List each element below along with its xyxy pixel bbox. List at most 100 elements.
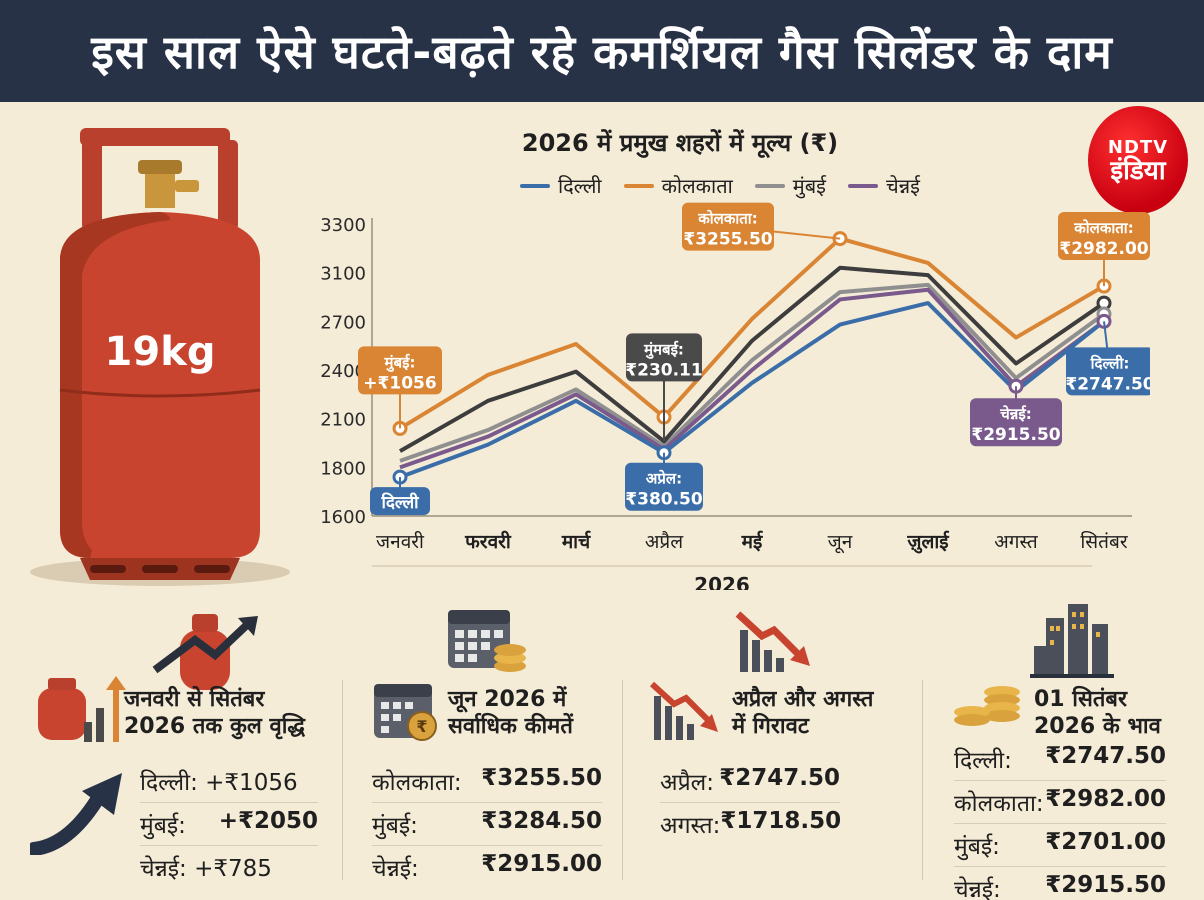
x-tick-label: अप्रैल <box>645 530 684 553</box>
list-item: मुंबई: +₹2050 <box>140 803 318 846</box>
growth-panel-heading: जनवरी से सितंबर 2026 तक कुल वृद्धि <box>124 686 305 740</box>
list-item: दिल्ली: ₹2747.50 <box>954 738 1166 781</box>
callout-value: ₹230.11 <box>625 360 702 380</box>
gas-cylinder-icon: 19kg <box>30 128 290 586</box>
callout-label: चेन्नई: <box>999 405 1031 423</box>
drop-row-value: ₹2747.50 <box>719 765 840 791</box>
cylinder-weight-label: 19kg <box>105 329 216 375</box>
growth-row-value: +₹2050 <box>218 808 318 834</box>
callout-box <box>970 398 1062 447</box>
legend-swatch-chennai <box>848 183 878 188</box>
peak-row-label: कोलकाता: <box>372 770 462 796</box>
current-row-value: ₹2915.50 <box>1045 872 1166 898</box>
legend-swatch-kolkata <box>623 183 654 188</box>
current-list: दिल्ली: ₹2747.50 कोलकाता: ₹2982.00 मुंबई: ₹… <box>954 738 1166 900</box>
current-row-value: ₹2747.50 <box>1045 743 1166 769</box>
callout-label: अप्रेल: <box>646 470 682 488</box>
peak-panel-title-line1: जून 2026 में <box>448 687 567 712</box>
current-row-value: ₹2982.00 <box>1045 786 1166 812</box>
drop-panel-heading: अप्रैल और अगस्त में गिरावट <box>732 686 873 740</box>
callout-label: दिल्ली <box>380 492 419 513</box>
current-panel-title-line1: 01 सितंबर <box>1034 687 1127 712</box>
x-tick-label: जनवरी <box>376 530 425 553</box>
current-row-label: मुंबई: <box>954 834 1000 860</box>
series-line <box>399 287 1106 470</box>
panel-divider <box>622 680 623 880</box>
peak-list: कोलकाता: ₹3255.50 मुंबई: ₹3284.50 चेन्नई: ₹… <box>372 760 602 888</box>
callout-value: ₹2747.50 <box>1065 374 1150 394</box>
panel-divider <box>342 680 343 880</box>
gas-cylinder-illustration: 19kg <box>20 110 310 590</box>
peak-row-label: चेन्नई: <box>372 856 419 882</box>
current-row-label: दिल्ली: <box>954 748 1012 774</box>
x-tick-label: ज़ुलाई <box>906 530 949 554</box>
legend-item-chennai: चेन्नई <box>848 172 920 199</box>
series-line <box>399 265 1106 453</box>
series-line <box>398 236 1106 431</box>
series-line <box>399 301 1106 479</box>
falling-chart-icon <box>649 611 810 740</box>
callout-value: ₹2982.00 <box>1059 239 1148 259</box>
list-item: चेन्नई: +₹785 <box>140 846 318 888</box>
legend-item-mumbai: मुंबई <box>754 172 826 199</box>
callout-label: मुंमबई: <box>643 340 684 359</box>
drop-list: अप्रैल: ₹2747.50 अगस्त: ₹1718.50 <box>660 760 841 845</box>
up-arrow-icon <box>30 773 122 855</box>
logo-line1: NDTV <box>1107 136 1169 158</box>
drop-panel-title-line2: में गिरावट <box>732 714 809 739</box>
callout-box <box>682 202 774 251</box>
calendar-icon: ₹ <box>374 610 526 741</box>
list-item: दिल्ली: +₹1056 <box>140 760 318 803</box>
series-line <box>399 282 1106 463</box>
panel-current-prices: 01 सितंबर 2026 के भाव दिल्ली: ₹2747.50 को… <box>946 600 1176 900</box>
list-item: मुंबई: ₹2701.00 <box>954 824 1166 867</box>
chart-title: 2026 में प्रमुख शहरों में मूल्य (₹) <box>521 129 839 157</box>
callout-value: ₹2915.50 <box>971 425 1060 445</box>
x-tick-label: मार्च <box>561 530 591 553</box>
x-tick-label: मई <box>741 530 764 553</box>
growth-row-label: मुंबई: <box>140 813 186 839</box>
peak-row-value: ₹3255.50 <box>481 765 602 791</box>
growth-chart-icon <box>38 614 258 742</box>
drop-panel-title-line1: अप्रैल और अगस्त <box>732 687 874 712</box>
growth-list: दिल्ली: +₹1056 मुंबई: +₹2050 चेन्नई: +₹78… <box>140 760 318 888</box>
list-item: चेन्नई: ₹2915.50 <box>954 867 1166 900</box>
drop-row-label: अप्रैल: <box>660 770 715 796</box>
list-item: कोलकाता: ₹2982.00 <box>954 781 1166 824</box>
current-row-label: कोलकाता: <box>954 791 1044 817</box>
callout-box <box>625 462 703 511</box>
legend-item-delhi: दिल्ली <box>520 172 602 199</box>
callout-box <box>358 346 442 395</box>
y-tick-label: 1800 <box>320 458 366 479</box>
y-tick-label: 1600 <box>320 507 366 528</box>
x-tick-label: फरवरी <box>464 530 512 553</box>
callout-label: कोलकाता: <box>1073 219 1133 237</box>
line-chart: 3300 3100 2700 2400 2100 1800 1600 जनवरी फरवरी मा… <box>320 202 1150 590</box>
list-item: मुंबई: ₹3284.50 <box>372 803 602 846</box>
legend-label-kolkata: कोलकाता <box>661 174 733 198</box>
panel-divider <box>922 680 923 880</box>
y-tick-label: 2400 <box>320 361 366 382</box>
y-tick-label: 2700 <box>320 312 366 333</box>
list-item: कोलकाता: ₹3255.50 <box>372 760 602 803</box>
peak-panel-title-line2: सर्वाधिक कीमतें <box>448 714 573 739</box>
y-tick-label: 2100 <box>320 410 366 431</box>
x-tick-label: सितंबर <box>1080 530 1128 553</box>
page-header: इस साल ऐसे घटते-बढ़ते रहे कमर्शियल गैस स… <box>0 0 1204 102</box>
callout-value: +₹1056 <box>363 373 436 393</box>
peak-row-value: ₹3284.50 <box>481 808 602 834</box>
list-item: अगस्त: ₹1718.50 <box>660 803 841 845</box>
current-panel-heading: 01 सितंबर 2026 के भाव <box>1034 686 1161 740</box>
list-item: चेन्नई: ₹2915.00 <box>372 846 602 888</box>
ndtv-india-logo: NDTV इंडिया <box>1088 106 1188 214</box>
current-row-label: चेन्नई: <box>954 877 1001 900</box>
callout-box <box>1058 212 1150 261</box>
callout-value: ₹380.50 <box>625 490 703 510</box>
x-tick-label: अगस्त <box>994 531 1039 553</box>
legend-label-mumbai: मुंबई <box>792 174 826 198</box>
y-tick-label: 3100 <box>320 264 366 285</box>
panel-peak-prices: ₹ जून 2026 में सर्वाधिक कीमतें कोलकाता: ₹… <box>360 600 610 900</box>
x-axis-label: 2026 <box>694 573 750 590</box>
peak-panel-heading: जून 2026 में सर्वाधिक कीमतें <box>448 686 573 740</box>
panel-price-drop: अप्रैल और अगस्त में गिरावट अप्रैल: ₹2747.… <box>640 600 910 900</box>
